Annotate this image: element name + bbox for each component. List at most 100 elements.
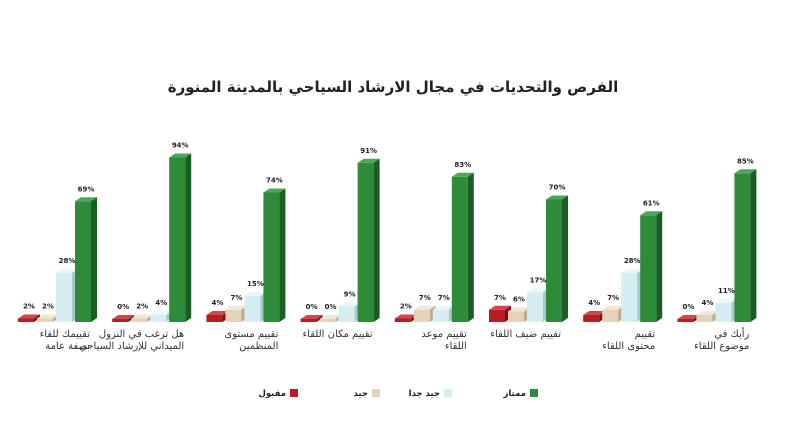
value-label: 0% (325, 303, 337, 311)
category-label: اللقاء (445, 341, 467, 352)
value-label: 74% (266, 177, 283, 185)
chart-title: الفرص والتحديات في مجال الارشاد السياحي … (168, 78, 619, 96)
value-label: 28% (624, 257, 641, 265)
legend-label: مقبول (258, 389, 286, 399)
bar (225, 306, 247, 322)
category-label: تقييم مستوى (224, 329, 278, 340)
value-label: 4% (155, 299, 167, 307)
bar (583, 311, 605, 322)
value-label: 2% (23, 303, 35, 311)
bar-front (621, 273, 637, 322)
bar-front (225, 310, 241, 322)
value-label: 2% (136, 303, 148, 311)
bar (414, 306, 436, 322)
value-label: 70% (549, 184, 566, 192)
bar-front (339, 306, 355, 322)
value-label: 94% (172, 142, 189, 150)
bar (358, 159, 380, 322)
legend-label: جيد جدا (409, 389, 440, 399)
bar (527, 288, 549, 322)
bar (206, 311, 228, 322)
value-label: 83% (454, 161, 471, 169)
bar (715, 299, 737, 322)
bar-front (734, 173, 750, 322)
bar-front (452, 177, 468, 322)
value-label: 61% (643, 199, 660, 207)
bar-side (91, 197, 97, 322)
value-label: 9% (344, 290, 356, 298)
value-label: 7% (419, 294, 431, 302)
category-label: تقييم مكان اللقاء (302, 329, 372, 340)
value-label: 4% (701, 299, 713, 307)
value-label: 0% (682, 303, 694, 311)
value-label: 2% (400, 303, 412, 311)
legend-swatch (290, 389, 298, 397)
bar-front (56, 273, 72, 322)
bar-side (279, 189, 285, 323)
bar (56, 269, 78, 322)
bar-side (185, 154, 191, 323)
bar-front (640, 215, 656, 322)
bar-front (206, 315, 222, 322)
bar-front (131, 319, 147, 323)
bar (75, 197, 97, 322)
value-label: 15% (247, 280, 264, 288)
bar-side (656, 211, 662, 322)
legend-item: جيد جدا (409, 389, 452, 399)
bar-front (696, 315, 712, 322)
legend-item: جيد (353, 389, 380, 399)
bar-side (468, 173, 474, 322)
bar-front (358, 163, 374, 322)
bar (546, 196, 568, 323)
category-label: رأيك في (714, 327, 749, 340)
bar-front (263, 193, 279, 323)
bar (621, 269, 643, 322)
bar (489, 306, 511, 322)
bar-front (244, 296, 260, 322)
bar (395, 315, 417, 323)
bar-front (301, 319, 317, 322)
bar-front (508, 312, 524, 323)
bar-front (112, 319, 128, 322)
bar-front (489, 310, 505, 322)
category-label: الميداني للإرشاد السياحي (79, 341, 184, 352)
bar (18, 315, 40, 323)
value-label: 69% (78, 185, 95, 193)
legend: مقبول جيد جيد جدا ممتاز (258, 389, 538, 399)
value-label: 11% (718, 287, 735, 295)
value-label: 4% (211, 299, 223, 307)
value-label: 91% (360, 147, 377, 155)
value-label: 0% (117, 303, 129, 311)
value-label: 7% (607, 294, 619, 302)
bar-front (433, 310, 449, 322)
category-label: المنظمين (239, 341, 278, 352)
value-label: 2% (42, 303, 54, 311)
bar-side (562, 196, 568, 323)
bar-front (677, 319, 693, 322)
bar-front (414, 310, 430, 322)
bar-front (583, 315, 599, 322)
bars-group (18, 154, 756, 323)
category-label: تقييم (635, 329, 656, 340)
value-label: 17% (530, 276, 547, 284)
value-label: 7% (230, 294, 242, 302)
bar-front (602, 310, 618, 322)
bar (131, 315, 153, 323)
legend-item: مقبول (258, 389, 298, 399)
bar (339, 302, 361, 322)
bar (602, 306, 624, 322)
value-label: 28% (59, 257, 76, 265)
bar (320, 315, 342, 322)
bar-front (395, 319, 411, 323)
bar (263, 189, 285, 323)
value-label: 6% (513, 296, 525, 304)
legend-label: جيد (353, 389, 368, 399)
legend-swatch (372, 389, 380, 397)
bar (301, 315, 323, 322)
category-label: تقييمك للقاء (40, 329, 91, 340)
legend-swatch (530, 389, 538, 397)
value-label: 7% (494, 294, 506, 302)
bar-front (320, 319, 336, 322)
